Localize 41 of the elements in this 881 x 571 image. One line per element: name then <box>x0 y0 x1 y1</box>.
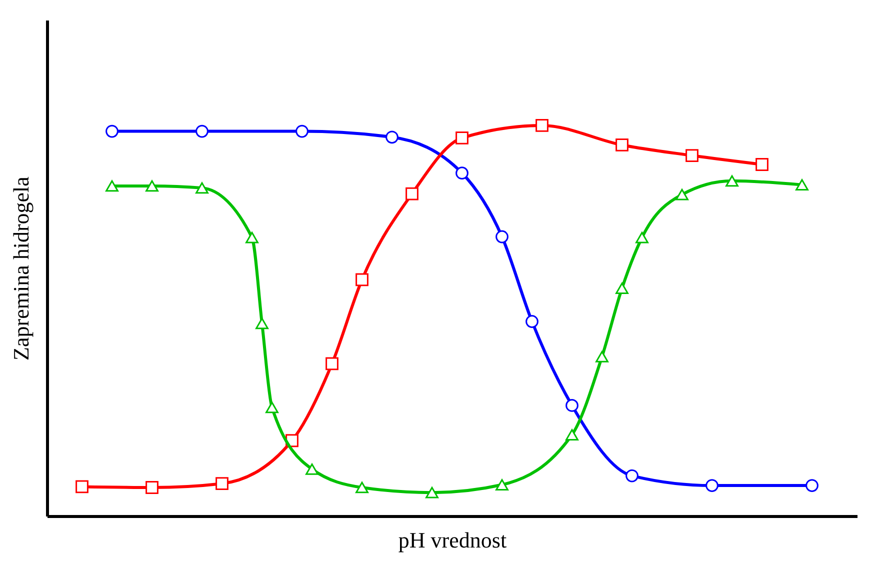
point <box>636 232 648 244</box>
point <box>456 131 468 144</box>
point <box>146 481 158 494</box>
point <box>386 130 398 144</box>
point <box>196 182 208 194</box>
point <box>356 273 368 286</box>
point <box>146 180 158 192</box>
point <box>566 399 578 412</box>
point <box>246 232 258 244</box>
point <box>266 402 278 414</box>
point <box>256 318 268 330</box>
point <box>616 138 628 152</box>
x-axis-title: pH vrednost <box>398 528 507 552</box>
y-axis-title: Zapremina hidrogela <box>8 176 34 360</box>
point <box>406 187 418 200</box>
point <box>106 180 118 192</box>
point <box>626 469 638 482</box>
point <box>76 480 88 494</box>
point <box>216 477 228 490</box>
point <box>456 166 468 180</box>
point <box>196 124 208 138</box>
point <box>756 158 768 171</box>
point <box>806 479 818 492</box>
point <box>356 482 368 494</box>
point <box>426 486 438 498</box>
point <box>686 149 698 162</box>
point <box>326 357 338 370</box>
point <box>726 175 738 187</box>
point <box>796 179 808 190</box>
point <box>596 350 608 362</box>
point <box>676 188 688 200</box>
point <box>536 119 548 132</box>
point <box>106 124 118 138</box>
point <box>706 479 718 492</box>
point <box>496 479 508 490</box>
point <box>306 463 318 475</box>
point <box>496 230 508 244</box>
point <box>566 429 578 440</box>
point <box>616 282 628 294</box>
point <box>296 124 308 138</box>
point <box>526 315 538 328</box>
